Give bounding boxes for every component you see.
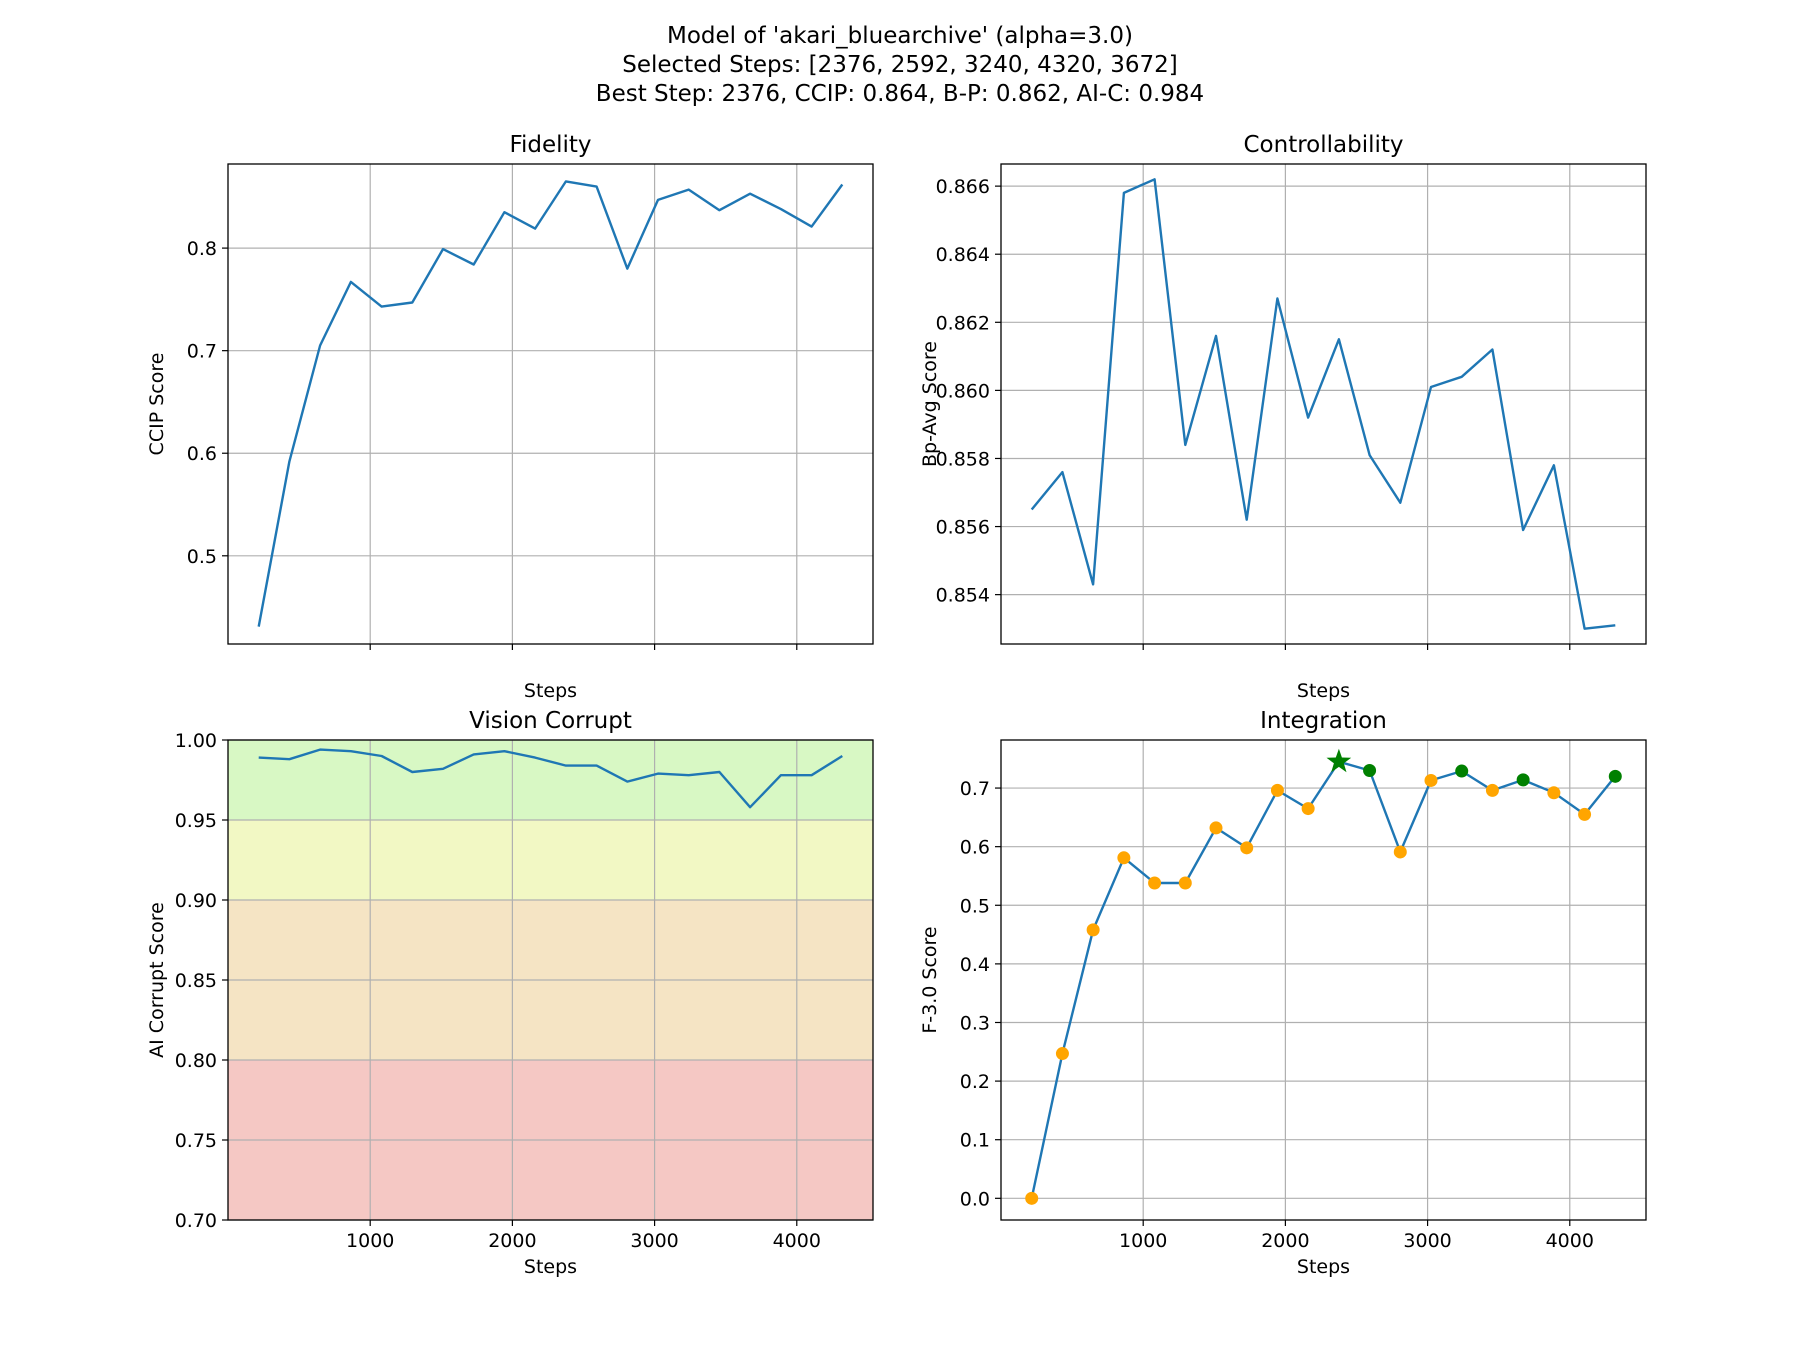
controllability-frame: [1000, 163, 1647, 645]
vision-corrupt-series-line: [258, 748, 843, 809]
controllability-ylabel: Bp-Avg Score: [919, 341, 941, 467]
integration-point-17: [1547, 786, 1561, 800]
vision-corrupt-band-0: [228, 740, 873, 820]
controllability-ytick-label-3: 0.860: [936, 380, 990, 402]
controllability-ytick-label-2: 0.858: [936, 448, 990, 470]
integration-point-6: [1209, 821, 1223, 835]
controllability-ytick-label-5: 0.864: [936, 244, 990, 266]
vision-corrupt-title: Vision Corrupt: [469, 708, 632, 734]
integration-ytick-label-1: 0.1: [960, 1130, 990, 1152]
integration-point-7: [1240, 841, 1254, 855]
integration-point-5: [1178, 876, 1192, 890]
controllability-xlabel: Steps: [1297, 680, 1350, 702]
vision-corrupt-ytick-label-0: 0.70: [175, 1210, 217, 1232]
fidelity-chart: 0.5 0.6 0.7 0.8 Fidelity Steps CCIP Score: [146, 132, 874, 702]
controllability-chart: 0.854 0.856 0.858 0.860 0.862 0.864 0.866 Contr…: [919, 132, 1647, 702]
integration-xtick-label-1: 2000: [1261, 1230, 1309, 1252]
controllability-ytick-label-4: 0.862: [936, 312, 990, 334]
vision-corrupt-xtick-label-0: 1000: [346, 1230, 394, 1252]
integration-best-point: [1326, 748, 1352, 773]
integration-xtick-label-3: 4000: [1546, 1230, 1594, 1252]
integration-series-line: [1030, 760, 1617, 1199]
vision-corrupt-xtick-label-2: 3000: [630, 1230, 678, 1252]
vision-corrupt-ytick-label-4: 0.90: [175, 890, 217, 912]
integration-point-15: [1485, 783, 1499, 797]
vision-corrupt-ytick-label-5: 0.95: [175, 810, 217, 832]
integration-ytick-label-5: 0.5: [960, 895, 990, 917]
controllability-ytick-label-6: 0.866: [936, 176, 990, 198]
figure-title-line-3: Best Step: 2376, CCIP: 0.864, B-P: 0.862…: [595, 81, 1205, 107]
integration-ytick-label-3: 0.3: [960, 1012, 990, 1034]
integration-selected-point-14: [1455, 764, 1469, 778]
fidelity-ylabel: CCIP Score: [146, 353, 168, 456]
vision-corrupt-ylabel: AI Corrupt Score: [146, 902, 168, 1058]
vision-corrupt-band-1: [228, 820, 873, 900]
fidelity-frame: [227, 163, 874, 645]
integration-ytick-label-4: 0.4: [960, 954, 990, 976]
fidelity-title: Fidelity: [509, 132, 591, 158]
integration-xlabel: Steps: [1297, 1256, 1350, 1278]
figure-title-line-1: Model of 'akari_bluearchive' (alpha=3.0): [667, 23, 1133, 49]
figure-title-line-2: Selected Steps: [2376, 2592, 3240, 4320,…: [622, 52, 1178, 78]
integration-point-0: [1025, 1191, 1039, 1205]
vision-corrupt-ytick-label-2: 0.80: [175, 1050, 217, 1072]
integration-point-8: [1270, 783, 1284, 797]
vision-corrupt-ytick-label-6: 1.00: [175, 730, 217, 752]
integration-chart: 1000 2000 3000 4000 0.0 0.1 0.2 0.3 0.4 0.5 0.6 0.7…: [919, 708, 1647, 1278]
fidelity-ytick-label-1: 0.6: [187, 443, 217, 465]
integration-point-1: [1055, 1047, 1069, 1061]
vision-corrupt-xtick-label-3: 4000: [773, 1230, 821, 1252]
vision-corrupt-ytick-label-3: 0.85: [175, 970, 217, 992]
fidelity-ytick-label-0: 0.5: [187, 546, 217, 568]
vision-corrupt-chart: 1000 2000 3000 4000 0.70 0.75 0.80 0.85 0.90 0.95…: [146, 708, 874, 1278]
vision-corrupt-xtick-label-1: 2000: [488, 1230, 536, 1252]
controllability-ytick-label-1: 0.856: [936, 517, 990, 539]
integration-selected-point-11: [1363, 763, 1377, 777]
integration-point-9: [1301, 802, 1315, 816]
integration-title: Integration: [1260, 708, 1387, 734]
fidelity-xlabel: Steps: [524, 680, 577, 702]
controllability-title: Controllability: [1243, 132, 1403, 158]
integration-point-13: [1424, 773, 1438, 787]
integration-ytick-label-6: 0.6: [960, 837, 990, 859]
figure-title: Model of 'akari_bluearchive' (alpha=3.0)…: [0, 22, 1800, 109]
integration-selected-point-16: [1516, 773, 1530, 787]
integration-point-2: [1086, 923, 1100, 937]
fidelity-ytick-label-3: 0.8: [187, 238, 217, 260]
integration-point-12: [1393, 845, 1407, 859]
integration-point-18: [1578, 807, 1592, 821]
integration-xtick-label-2: 3000: [1403, 1230, 1451, 1252]
integration-xtick-label-0: 1000: [1119, 1230, 1167, 1252]
vision-corrupt-xlabel: Steps: [524, 1256, 577, 1278]
fidelity-ytick-label-2: 0.7: [187, 341, 217, 363]
integration-ylabel: F-3.0 Score: [919, 926, 941, 1033]
integration-point-4: [1148, 876, 1162, 890]
fidelity-series-line: [257, 180, 844, 627]
controllability-ytick-label-0: 0.854: [936, 585, 990, 607]
vision-corrupt-frame: [227, 739, 874, 1221]
integration-point-3: [1117, 851, 1131, 865]
integration-frame: [1000, 739, 1647, 1221]
integration-ytick-label-7: 0.7: [960, 778, 990, 800]
controllability-series-line: [1030, 178, 1616, 630]
integration-selected-point-19: [1608, 769, 1622, 783]
vision-corrupt-ytick-label-1: 0.75: [175, 1130, 217, 1152]
integration-ytick-label-0: 0.0: [960, 1188, 990, 1210]
integration-ytick-label-2: 0.2: [960, 1071, 990, 1093]
